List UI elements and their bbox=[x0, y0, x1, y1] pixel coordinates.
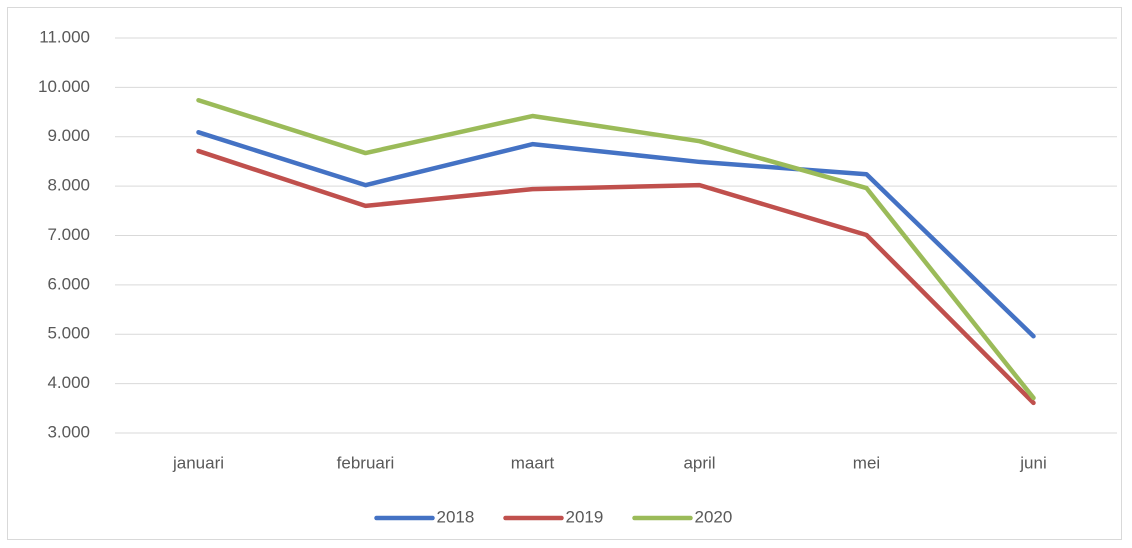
y-tick-label: 9.000 bbox=[47, 126, 90, 145]
legend-label: 2018 bbox=[437, 507, 475, 526]
y-tick-label: 10.000 bbox=[38, 77, 90, 96]
y-tick-label: 4.000 bbox=[47, 373, 90, 392]
y-tick-label: 6.000 bbox=[47, 274, 90, 293]
y-tick-label: 7.000 bbox=[47, 225, 90, 244]
x-tick-label: mei bbox=[853, 453, 880, 472]
x-tick-label: april bbox=[683, 453, 715, 472]
y-tick-label: 8.000 bbox=[47, 176, 90, 195]
x-tick-label: januari bbox=[172, 453, 224, 472]
y-tick-label: 5.000 bbox=[47, 324, 90, 343]
y-tick-label: 3.000 bbox=[47, 422, 90, 441]
series-line bbox=[196, 97, 1036, 401]
x-tick-label: maart bbox=[511, 453, 555, 472]
x-tick-label: juni bbox=[1019, 453, 1046, 472]
series-line bbox=[196, 148, 1036, 406]
legend-label: 2020 bbox=[695, 507, 733, 526]
y-tick-label: 11.000 bbox=[39, 27, 90, 46]
legend-label: 2019 bbox=[566, 507, 604, 526]
series-line bbox=[196, 130, 1036, 339]
x-tick-label: februari bbox=[337, 453, 395, 472]
